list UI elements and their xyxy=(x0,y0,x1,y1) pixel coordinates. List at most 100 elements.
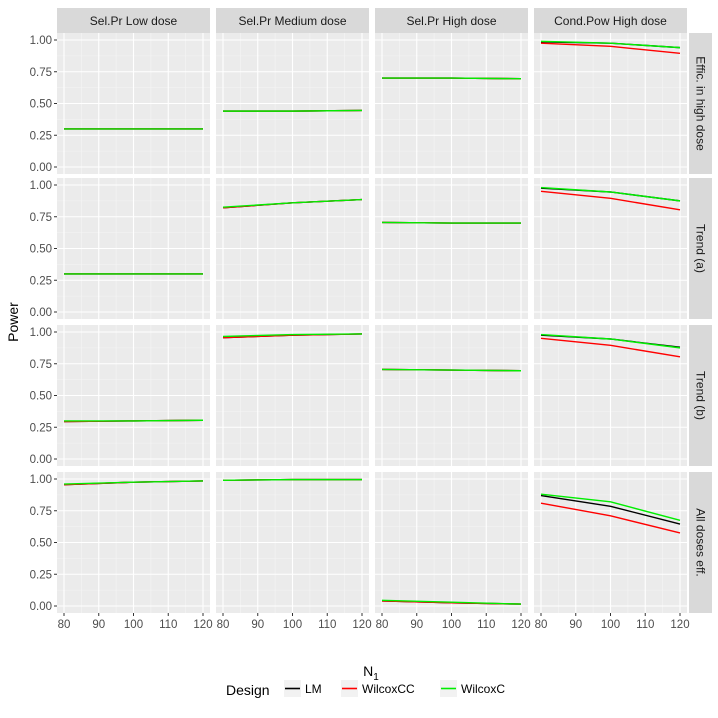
y-tick-label: 0.00 xyxy=(30,307,52,319)
y-tick-label: 0.75 xyxy=(30,212,52,224)
series-line-wilcoxc xyxy=(382,77,522,80)
row-strip-background xyxy=(689,472,712,613)
y-tick-label: 0.25 xyxy=(30,422,52,434)
panel: 0.00 0.25 0.50 0.75 1.00 80 90 100 110 120 xyxy=(30,472,213,631)
panel: 80 90 100 110 120 xyxy=(216,472,372,631)
row-strip: All doses eff. xyxy=(689,472,712,613)
legend-item: WilcoxCC xyxy=(341,680,415,697)
panel xyxy=(534,178,687,319)
series-line-wilcoxc xyxy=(381,599,522,605)
series-line-wilcoxc xyxy=(540,493,681,521)
y-tick-label: 1.00 xyxy=(30,180,52,192)
series-line-wilcoxc xyxy=(222,478,362,481)
panel xyxy=(534,325,687,466)
series-line-wilcoxc xyxy=(540,333,681,349)
series-line-wilcoxc xyxy=(64,419,204,422)
series-line-wilcoxcc xyxy=(540,502,681,534)
y-tick-label: 0.50 xyxy=(30,244,52,256)
x-tick-label: 90 xyxy=(92,619,105,631)
x-tick-label: 110 xyxy=(318,619,336,631)
row-strip-label: Effic. in high dose xyxy=(694,56,708,151)
y-tick-label: 1.00 xyxy=(30,35,52,47)
row-strip-background xyxy=(689,325,712,466)
column-strip-background xyxy=(375,8,528,33)
column-strip: Sel.Pr Low dose xyxy=(57,8,210,33)
y-tick-label: 0.75 xyxy=(30,359,52,371)
y-tick-label: 0.50 xyxy=(30,99,52,111)
row-strip-background xyxy=(689,33,712,174)
legend: Design LM WilcoxCC WilcoxC xyxy=(226,680,505,698)
y-tick-label: 0.00 xyxy=(30,601,52,613)
x-tick-label: 120 xyxy=(352,619,371,631)
legend-title: Design xyxy=(226,682,270,698)
column-strip-background xyxy=(216,8,369,33)
x-axis-title: N1 xyxy=(363,663,379,683)
x-tick-label: 90 xyxy=(410,619,423,631)
x-tick-label: 100 xyxy=(601,619,620,631)
y-tick-label: 0.00 xyxy=(30,162,52,174)
column-strip: Sel.Pr Medium dose xyxy=(216,8,369,33)
row-strip: Trend (b) xyxy=(689,325,712,466)
series-line-wilcoxc xyxy=(540,40,681,49)
panel xyxy=(375,178,528,319)
y-tick-label: 0.50 xyxy=(30,391,52,403)
panel: 0.00 0.25 0.50 0.75 1.00 xyxy=(30,33,210,174)
x-tick-label: 100 xyxy=(283,619,302,631)
row-strip: Trend (a) xyxy=(689,178,712,319)
y-tick-label: 0.75 xyxy=(30,506,52,518)
panel: 0.00 0.25 0.50 0.75 1.00 xyxy=(30,178,210,319)
row-strip: Effic. in high dose xyxy=(689,33,712,174)
panel: 80 90 100 110 120 xyxy=(534,472,690,631)
panel: 0.00 0.25 0.50 0.75 1.00 xyxy=(30,325,210,466)
series-line-wilcoxc xyxy=(222,198,363,208)
series-line-wilcoxcc xyxy=(540,337,681,358)
panels-layer: Sel.Pr Low dose Sel.Pr Medium dose Sel.Pr … xyxy=(30,8,712,631)
series-line-wilcoxc xyxy=(223,109,363,112)
x-axis-title-main: N xyxy=(363,663,373,679)
panel xyxy=(216,33,369,174)
column-strip-label: Sel.Pr Medium dose xyxy=(238,14,346,28)
x-tick-label: 120 xyxy=(511,619,530,631)
row-strip-background xyxy=(689,178,712,319)
x-tick-label: 80 xyxy=(535,619,548,631)
column-strip: Cond.Pow High dose xyxy=(534,8,687,33)
y-tick-label: 0.75 xyxy=(30,67,52,79)
x-tick-label: 110 xyxy=(477,619,495,631)
y-tick-label: 0.25 xyxy=(30,130,52,142)
panel xyxy=(216,325,369,466)
x-tick-label: 80 xyxy=(376,619,389,631)
panel: 80 90 100 110 120 xyxy=(375,472,531,631)
series-line-wilcoxc xyxy=(540,186,681,202)
row-strip-label: Trend (b) xyxy=(694,371,708,420)
panel xyxy=(534,33,687,174)
x-tick-label: 110 xyxy=(636,619,654,631)
legend-label: WilcoxCC xyxy=(362,682,415,696)
x-tick-label: 110 xyxy=(159,619,177,631)
panel xyxy=(216,178,369,319)
x-tick-label: 80 xyxy=(217,619,230,631)
x-tick-label: 100 xyxy=(124,619,143,631)
series-line-wilcoxcc xyxy=(540,190,681,211)
row-strip-label: Trend (a) xyxy=(694,224,708,273)
series-line-wilcoxc xyxy=(222,333,363,338)
series-line-wilcoxc xyxy=(381,368,522,372)
column-strip-background xyxy=(534,8,687,33)
column-strip-label: Sel.Pr Low dose xyxy=(90,14,178,28)
x-tick-label: 90 xyxy=(251,619,264,631)
panel xyxy=(375,325,528,466)
y-tick-label: 0.25 xyxy=(30,569,52,581)
series-line-lm xyxy=(540,494,681,525)
x-tick-label: 100 xyxy=(442,619,461,631)
panel xyxy=(375,33,528,174)
column-strip-label: Sel.Pr High dose xyxy=(406,14,496,28)
column-strip-label: Cond.Pow High dose xyxy=(554,14,667,28)
x-tick-label: 80 xyxy=(58,619,71,631)
series-line-wilcoxcc xyxy=(540,42,681,55)
x-tick-label: 90 xyxy=(569,619,582,631)
series-line-wilcoxc xyxy=(63,480,204,485)
column-strip-background xyxy=(57,8,210,33)
legend-label: LM xyxy=(305,682,322,696)
x-tick-label: 120 xyxy=(670,619,689,631)
y-tick-label: 0.25 xyxy=(30,275,52,287)
